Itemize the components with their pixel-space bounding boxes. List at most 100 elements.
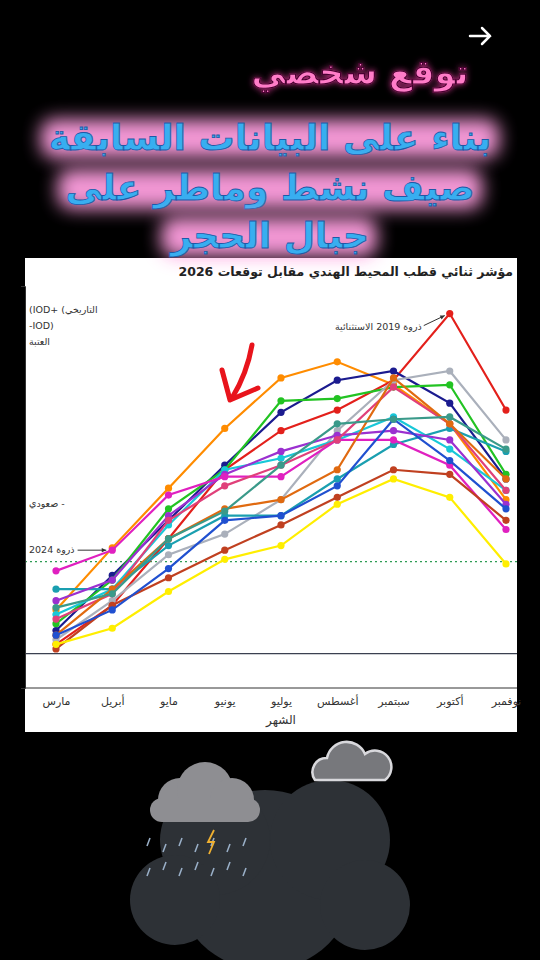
overlay-lines: بناء على البيانات السابقةصيف نشط وماطر ع… — [41, 117, 500, 257]
y-axis — [21, 287, 26, 689]
y-axis-line — [21, 287, 26, 689]
x-tick: مارس — [43, 688, 71, 708]
series-point — [446, 457, 453, 464]
rain-drop — [195, 844, 198, 852]
series-point — [277, 462, 284, 469]
series-line — [56, 431, 506, 601]
annotation-arrow-head — [440, 316, 445, 320]
series-point — [52, 615, 59, 622]
series — [52, 358, 509, 613]
x-tick-label: نوفمبر — [491, 695, 522, 708]
series-point — [334, 501, 341, 508]
series-point — [334, 406, 341, 413]
series-point — [334, 494, 341, 501]
x-tick-label: مارس — [43, 695, 71, 708]
series-point — [165, 565, 172, 572]
chart-panel — [25, 258, 517, 732]
series-point — [52, 641, 59, 648]
series-point — [277, 374, 284, 381]
series-point — [334, 436, 341, 443]
series-point — [446, 445, 453, 452]
annotation-arrow — [424, 316, 445, 326]
series-point — [52, 604, 59, 611]
series-line — [56, 419, 506, 635]
grid-line — [25, 653, 517, 654]
series-point — [390, 383, 397, 390]
series-point — [165, 535, 172, 542]
rain-drop — [179, 868, 182, 876]
annotation-text: صعودي - — [29, 498, 65, 509]
series — [52, 475, 509, 648]
series-point — [390, 383, 397, 390]
series-point — [502, 517, 509, 524]
series-point — [221, 425, 228, 432]
y-tick-mark — [21, 654, 25, 655]
series-point — [446, 310, 453, 317]
series — [52, 425, 509, 593]
series-point — [165, 517, 172, 524]
series-point — [502, 475, 509, 482]
series-point — [502, 445, 509, 452]
series-point — [390, 475, 397, 482]
x-tick: نوفمبر — [491, 688, 522, 708]
series-point — [446, 367, 453, 374]
dark-cloud — [130, 855, 220, 945]
x-tick: أغسطس — [317, 688, 359, 708]
x-tick: مايو — [159, 688, 178, 708]
series-point — [277, 542, 284, 549]
series — [52, 416, 509, 639]
series-point — [277, 512, 284, 519]
series-point — [52, 567, 59, 574]
series-point — [277, 512, 284, 519]
chart-title: مؤشر ثنائي قطب المحيط الهندي مقابل توقعا… — [179, 264, 514, 279]
series-point — [446, 381, 453, 388]
series-point — [277, 496, 284, 503]
lightning — [208, 830, 214, 854]
annotation-text: (IOD+ (التاريخي — [29, 304, 98, 315]
rain-drop — [227, 862, 230, 870]
x-axis-line — [25, 688, 517, 689]
x-axis: مارسأبريلمايويونيويوليوأغسطسسبتمبرأكتوبر… — [25, 688, 521, 708]
x-tick: أبريل — [101, 688, 125, 708]
grid — [25, 653, 517, 654]
series-point — [221, 530, 228, 537]
x-tick-label: مايو — [159, 695, 178, 708]
annotation-text: العتبة — [29, 336, 50, 347]
series-point — [52, 632, 59, 639]
rain-drop — [147, 868, 150, 876]
series-point — [277, 462, 284, 469]
series-point — [165, 517, 172, 524]
series — [52, 413, 509, 618]
series-point — [390, 416, 397, 423]
series-point — [502, 526, 509, 533]
annotation-text: -IOD) — [29, 320, 54, 331]
series-point — [446, 436, 453, 443]
series-point — [446, 420, 453, 427]
series-line — [56, 479, 506, 644]
overlay-tag: توقع شخصي — [251, 52, 468, 93]
series-point — [165, 535, 172, 542]
series — [52, 466, 509, 652]
series — [52, 383, 509, 622]
series — [52, 310, 509, 648]
series-point — [390, 436, 397, 443]
annotations: (IOD+ (التاريخي -IOD) العتبة صعودي - ذروة 20… — [29, 304, 445, 555]
series-point — [277, 496, 284, 503]
dark-cloud — [320, 860, 410, 950]
series-line — [56, 314, 506, 645]
series — [52, 381, 509, 627]
annotation-text: ذروة 2024 — [29, 544, 75, 555]
series-point — [221, 517, 228, 524]
overlay-line: جبال الحجر — [169, 215, 369, 257]
series-point — [390, 367, 397, 374]
series-point — [277, 409, 284, 416]
series-point — [334, 420, 341, 427]
series-line — [56, 385, 506, 624]
series-point — [446, 420, 453, 427]
series — [52, 413, 509, 611]
series-point — [109, 606, 116, 613]
series-line — [56, 387, 506, 619]
series-point — [221, 547, 228, 554]
series-point — [446, 420, 453, 427]
series-point — [165, 551, 172, 558]
